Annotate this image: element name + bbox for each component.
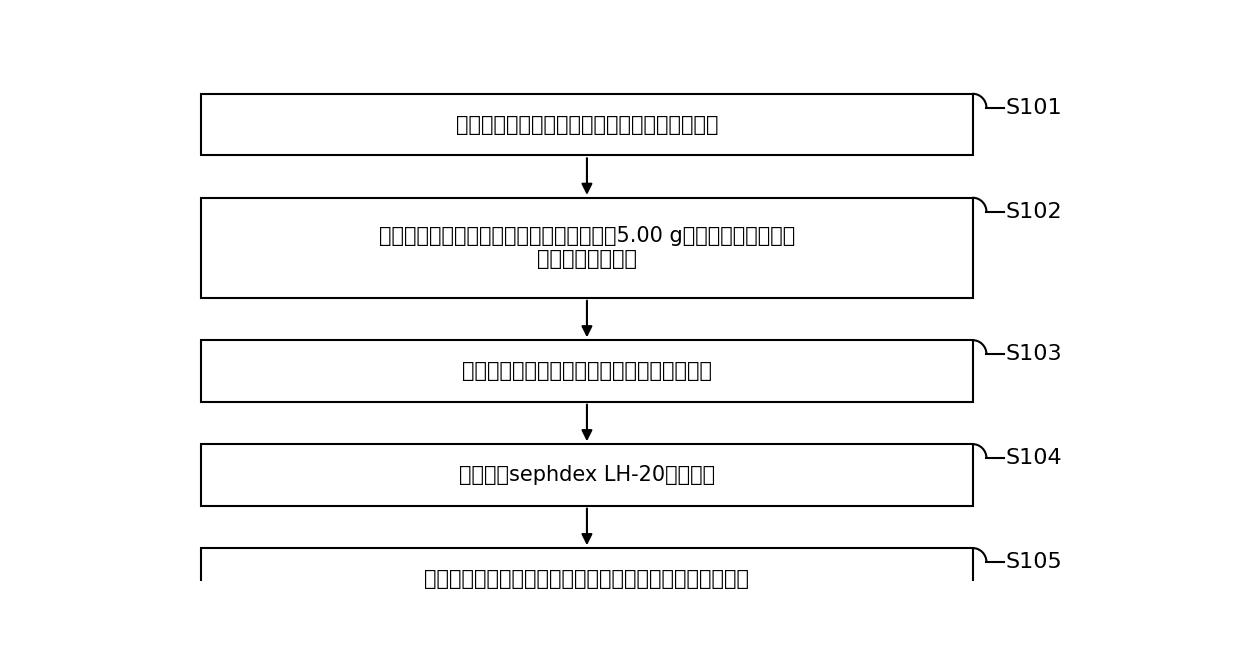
Text: 利用大孔吸附树脂对总黄酮干燥粗粉进行吸附: 利用大孔吸附树脂对总黄酮干燥粗粉进行吸附 [462,361,712,381]
Text: 浓缩、真空干燥得干燥粉末即得纯化后的华中枸骨叶总黄酮: 浓缩、真空干燥得干燥粉末即得纯化后的华中枸骨叶总黄酮 [425,569,750,589]
Bar [202,548,973,610]
Text: 准确称取华中枸骨叶乙醇总提取物干燥粉末5.00 g，进行石油醚脱脂，
得总黄酮干燥粗粉: 准确称取华中枸骨叶乙醇总提取物干燥粉末5.00 g，进行石油醚脱脂， 得总黄酮干… [379,226,795,269]
Bar [202,198,973,298]
Text: S105: S105 [1006,552,1063,572]
Text: 利用乙醇对华中枸骨叶进行提取得乙醇总提取物: 利用乙醇对华中枸骨叶进行提取得乙醇总提取物 [456,114,719,135]
Bar [202,94,973,155]
Bar [202,444,973,505]
Text: S101: S101 [1006,97,1063,118]
Bar [202,340,973,402]
Text: S103: S103 [1006,344,1063,364]
Text: S104: S104 [1006,448,1063,468]
Text: 再经凝胶sephdex LH-20色谱纯化: 再经凝胶sephdex LH-20色谱纯化 [458,465,715,485]
Text: S102: S102 [1006,202,1063,221]
